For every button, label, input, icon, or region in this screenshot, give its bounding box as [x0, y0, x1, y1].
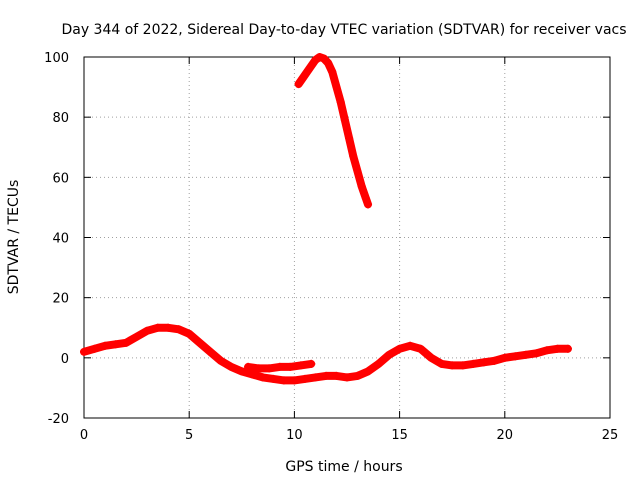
data-point — [307, 62, 316, 71]
data-point — [80, 347, 88, 356]
data-point — [336, 98, 345, 107]
data-point — [458, 361, 467, 370]
x-tick-label: 15 — [391, 428, 408, 443]
data-point — [244, 362, 253, 371]
data-point — [286, 362, 295, 371]
grid-lines — [84, 57, 610, 418]
data-point — [349, 152, 358, 161]
data-point — [164, 323, 173, 332]
y-tick-label: 40 — [52, 232, 69, 247]
data-point — [185, 329, 194, 338]
data-point — [265, 364, 274, 373]
data-point — [111, 340, 120, 349]
x-axis-title: GPS time / hours — [285, 459, 402, 475]
data-point — [324, 59, 333, 68]
y-tick-label: 80 — [52, 111, 69, 126]
data-point — [469, 359, 478, 368]
data-point — [353, 167, 362, 176]
data-point — [227, 362, 236, 371]
data-point — [395, 344, 404, 353]
data-point — [361, 194, 370, 203]
data-point — [364, 200, 373, 209]
series-peak-arc-line — [294, 53, 372, 209]
x-tick-label: 25 — [602, 428, 619, 443]
data-point — [195, 338, 204, 347]
data-point — [290, 376, 299, 385]
data-point — [216, 356, 225, 365]
data-point — [275, 362, 284, 371]
y-tick-label: 0 — [61, 352, 69, 367]
y-tick-label: -20 — [48, 412, 69, 427]
data-point — [300, 374, 309, 383]
data-point — [563, 344, 572, 353]
data-point — [269, 374, 278, 383]
data-point — [132, 332, 141, 341]
data-point — [416, 344, 425, 353]
data-point — [248, 370, 257, 379]
x-tick-label: 10 — [286, 428, 303, 443]
data-point — [254, 364, 263, 373]
data-point — [298, 74, 307, 83]
data-point — [311, 56, 320, 65]
data-point — [332, 371, 341, 380]
data-series — [80, 53, 572, 385]
data-point — [279, 376, 288, 385]
data-point — [340, 116, 349, 125]
data-point — [343, 373, 351, 382]
data-point — [303, 68, 312, 77]
data-point — [328, 68, 337, 77]
y-tick-labels: -20 0 20 40 60 80 100 — [44, 51, 69, 427]
data-point — [448, 361, 457, 370]
x-tick-label: 20 — [497, 428, 514, 443]
x-tick-labels: 0 5 10 15 20 25 — [80, 428, 618, 443]
y-tick-label: 20 — [52, 292, 69, 307]
data-point — [258, 373, 267, 382]
data-point — [319, 54, 328, 63]
data-point — [311, 373, 320, 382]
data-point — [500, 353, 509, 362]
data-point — [479, 358, 488, 367]
data-point — [101, 341, 110, 350]
data-point — [237, 367, 246, 376]
chart-title: Day 344 of 2022, Sidereal Day-to-day VTE… — [61, 22, 626, 38]
data-point — [321, 371, 330, 380]
data-point — [553, 344, 562, 353]
plot-frame — [83, 56, 611, 419]
data-point — [490, 356, 499, 365]
y-tick-label: 60 — [52, 171, 69, 186]
axis-ticks — [83, 56, 611, 419]
data-point — [332, 83, 341, 92]
data-point — [296, 361, 305, 370]
data-point — [437, 359, 446, 368]
data-point — [174, 325, 183, 334]
data-point — [364, 367, 373, 376]
data-point — [532, 349, 541, 358]
data-point — [345, 134, 354, 143]
data-point — [153, 323, 162, 332]
data-point — [385, 350, 394, 359]
data-point — [90, 344, 99, 353]
data-point — [143, 326, 152, 335]
data-point — [122, 338, 131, 347]
x-tick-label: 5 — [185, 428, 193, 443]
data-point — [374, 359, 383, 368]
data-point — [315, 53, 324, 61]
data-point — [353, 371, 362, 380]
data-point — [206, 347, 215, 356]
data-point — [542, 346, 551, 355]
y-axis-title: SDTVAR / TECUs — [6, 180, 22, 295]
data-point — [521, 350, 530, 359]
x-tick-label: 0 — [80, 428, 88, 443]
y-tick-label: 100 — [44, 51, 69, 66]
data-point — [357, 182, 366, 191]
data-point — [511, 352, 520, 361]
data-point — [307, 359, 316, 368]
data-point — [406, 341, 415, 350]
data-point — [427, 353, 436, 362]
data-point — [294, 80, 303, 89]
